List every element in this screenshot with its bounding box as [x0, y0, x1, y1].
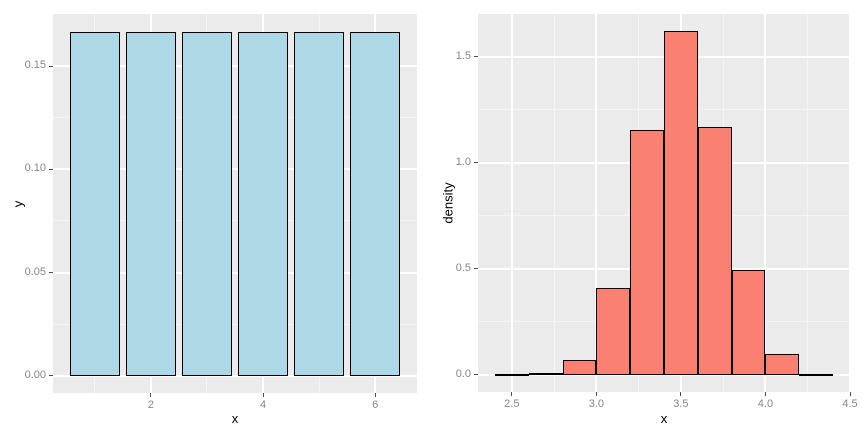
gridline-minor-horizontal	[53, 117, 417, 119]
bar	[596, 287, 631, 375]
y-tick-label: 1.5	[455, 49, 471, 62]
y-tick-mark	[474, 268, 478, 270]
x-tick-mark	[374, 393, 376, 397]
bar	[765, 353, 800, 375]
y-tick-label: 0.05	[24, 265, 46, 278]
bar	[630, 129, 664, 375]
bar	[731, 269, 766, 375]
y-tick-label: 0.10	[24, 162, 46, 175]
x-tick-label: 2	[147, 399, 154, 411]
bar	[697, 126, 732, 375]
bar	[562, 359, 597, 375]
gridline-minor-horizontal	[53, 323, 417, 325]
x-tick-label: 4	[259, 399, 267, 411]
y-tick-label: 0.15	[24, 59, 46, 72]
gridline-minor-horizontal	[53, 220, 417, 222]
gridline-minor-vertical	[553, 14, 555, 392]
x-tick-label: 2.5	[504, 398, 520, 410]
bar	[125, 31, 177, 376]
y-tick-label: 0.00	[24, 368, 46, 381]
bar	[494, 373, 529, 376]
x-tick-mark	[262, 393, 264, 397]
bar	[528, 372, 563, 375]
gridline-major-vertical	[849, 14, 851, 392]
x-tick-label: 3.0	[588, 398, 604, 410]
y-tick-label: 0.0	[455, 367, 471, 380]
bar	[237, 31, 289, 376]
gridline-major-horizontal	[53, 374, 417, 377]
bar	[664, 31, 698, 375]
y-tick-mark	[49, 272, 53, 274]
x-tick-mark	[150, 393, 152, 397]
y-tick-mark	[49, 168, 53, 170]
gridline-major-vertical	[764, 14, 767, 392]
y-tick-mark	[49, 375, 53, 377]
bar	[181, 31, 233, 376]
gridline-major-vertical	[510, 14, 513, 392]
y-tick-mark	[474, 374, 478, 376]
x-tick-mark	[680, 392, 682, 396]
gridline-major-vertical	[595, 14, 598, 392]
gridline-minor-vertical	[807, 14, 809, 392]
bar	[349, 31, 401, 376]
x-tick-mark	[511, 392, 513, 396]
gridline-major-horizontal	[53, 65, 417, 68]
x-tick-mark	[849, 392, 851, 396]
x-tick-mark	[764, 392, 766, 396]
bar	[69, 31, 120, 376]
y-axis-title: density	[440, 182, 456, 224]
x-tick-label: 4.5	[842, 398, 858, 410]
y-tick-mark	[474, 56, 478, 58]
gridline-major-horizontal	[53, 271, 417, 274]
x-axis-title: x	[231, 411, 239, 426]
y-tick-mark	[474, 162, 478, 164]
x-tick-label: 6	[372, 399, 379, 411]
gridline-major-horizontal	[478, 373, 850, 376]
x-tick-label: 4.0	[757, 398, 774, 410]
y-tick-mark	[49, 65, 53, 67]
bar	[799, 373, 834, 376]
x-axis-title: x	[660, 411, 668, 426]
x-tick-label: 3.5	[673, 398, 689, 410]
bar	[293, 31, 345, 376]
y-tick-label: 0.5	[455, 261, 471, 274]
x-tick-mark	[595, 392, 597, 396]
gridline-major-horizontal	[53, 168, 417, 171]
y-tick-label: 1.0	[455, 155, 471, 168]
